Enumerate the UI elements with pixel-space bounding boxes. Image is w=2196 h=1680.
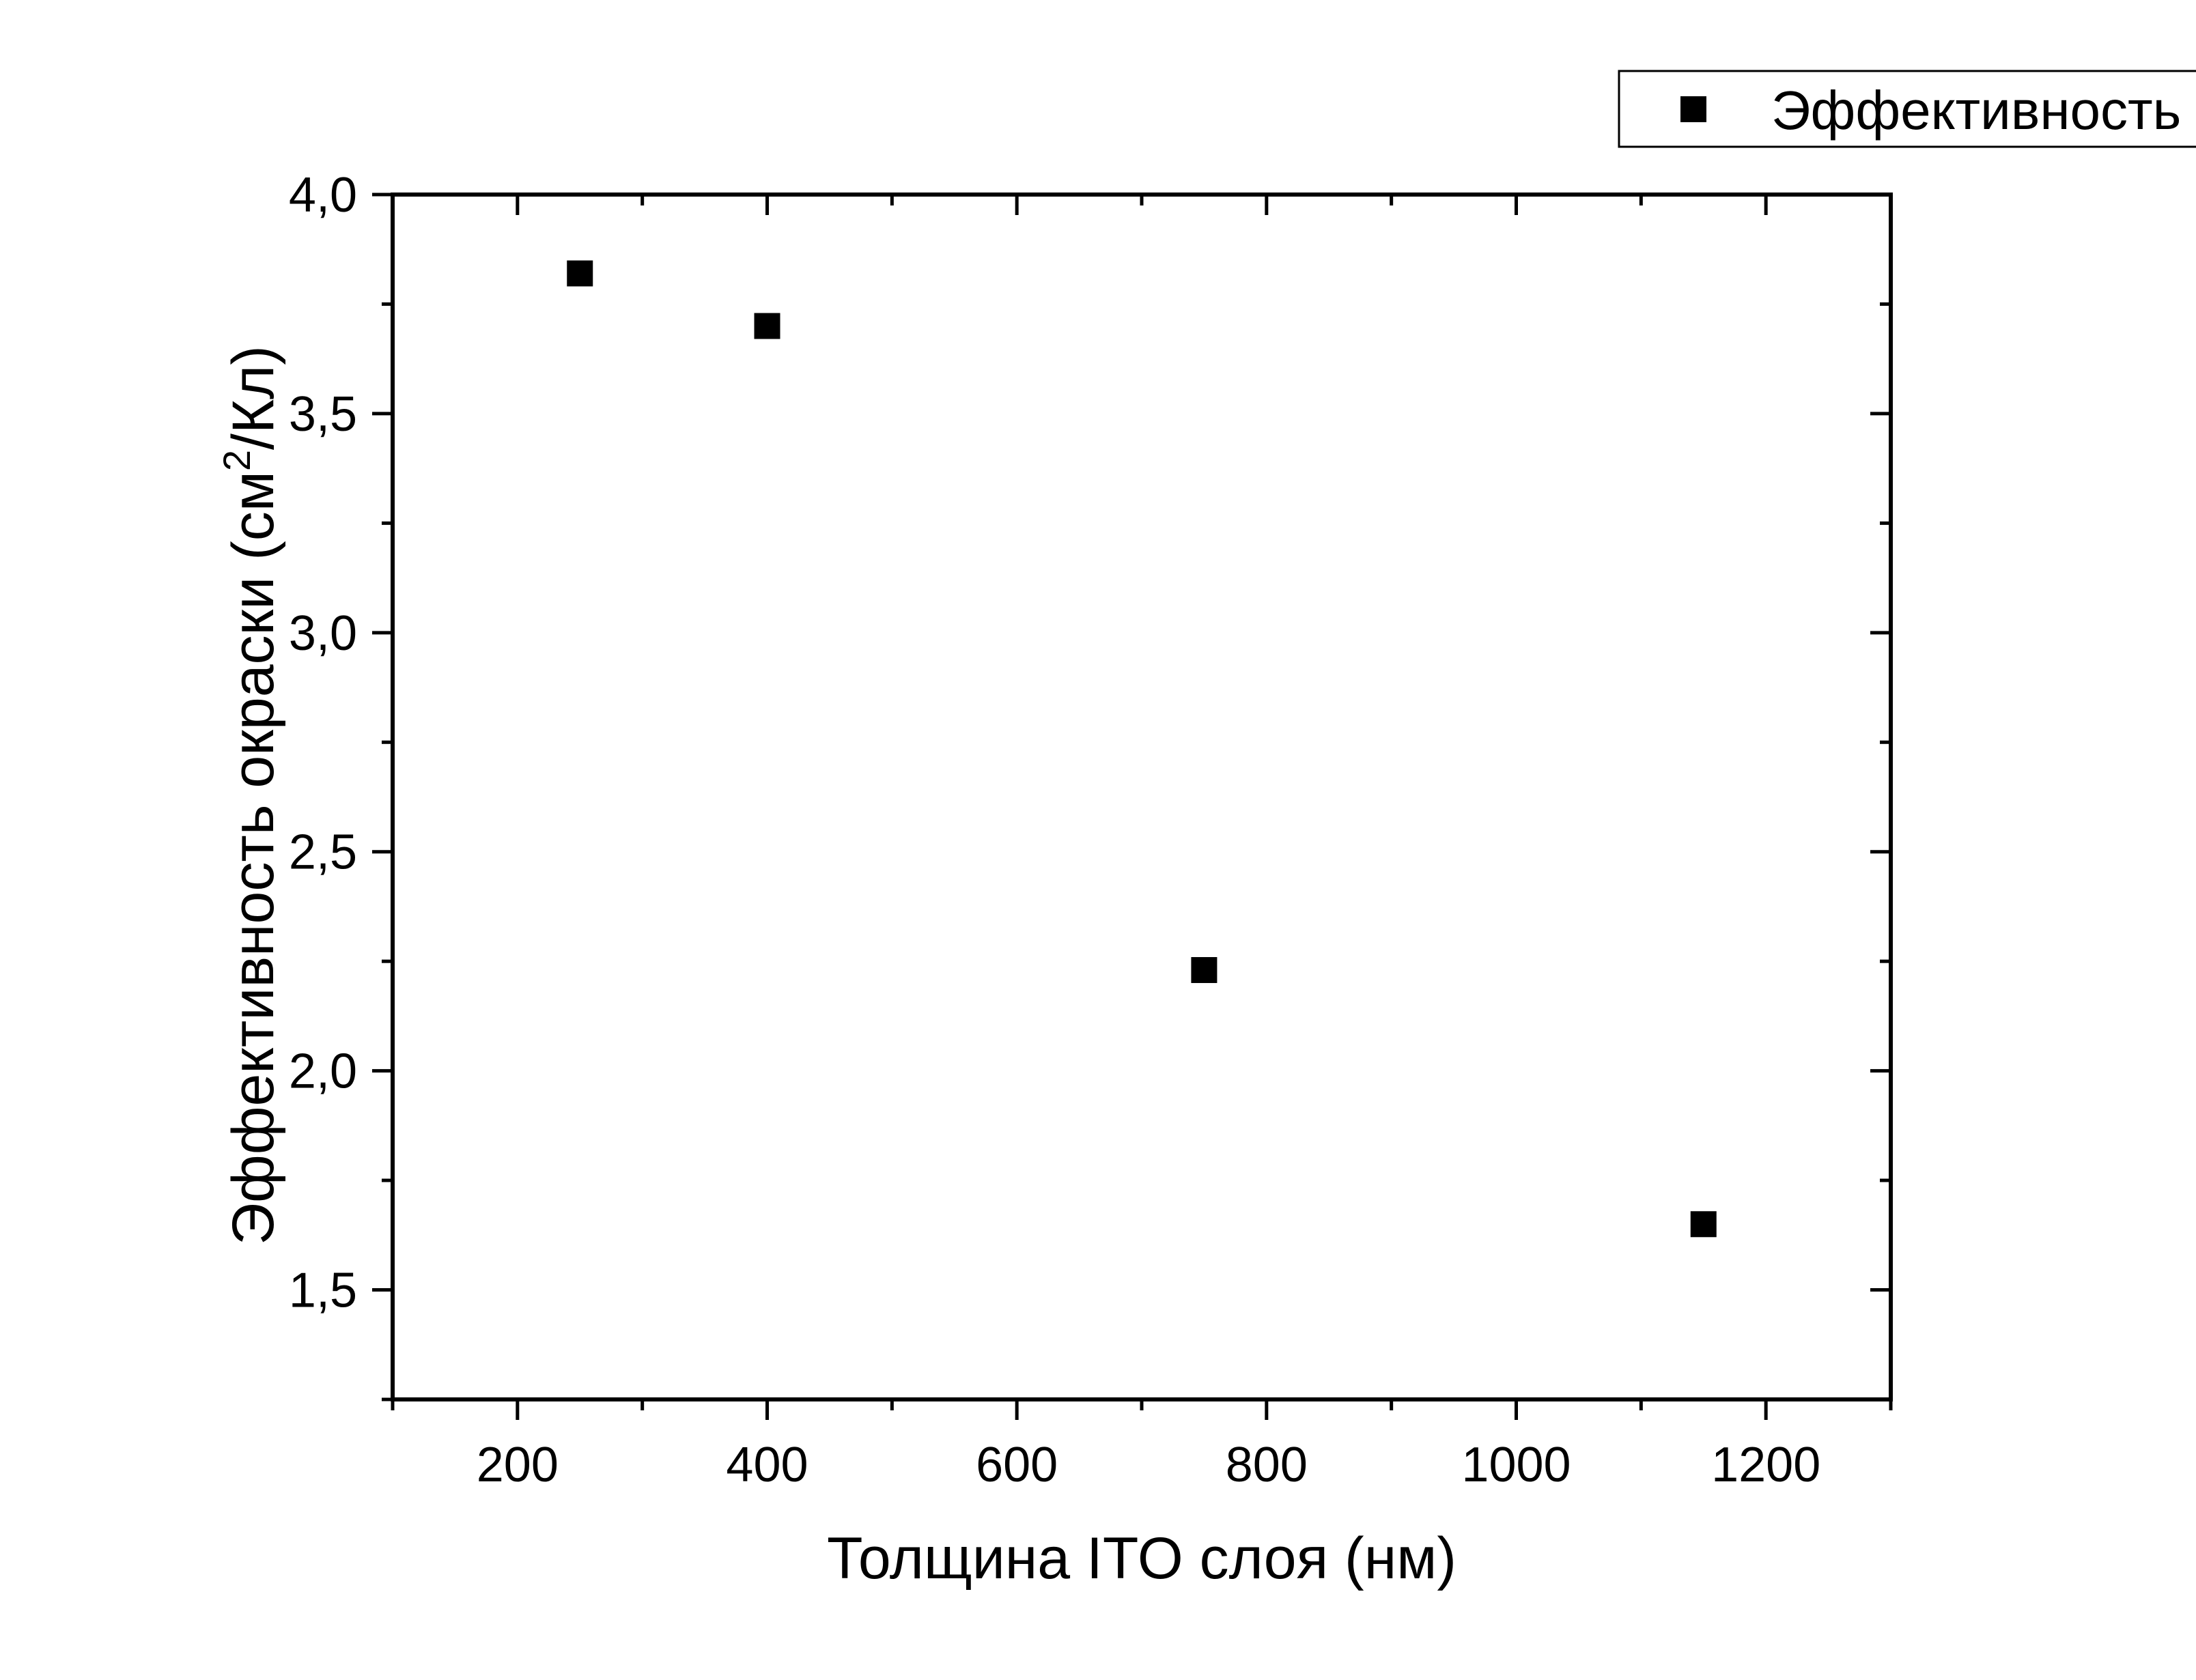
y-tick-label: 3,0: [289, 606, 357, 661]
ticks-layer: [372, 193, 1893, 1420]
y-tick-label: 2,0: [289, 1044, 357, 1099]
x-tick-label: 400: [726, 1438, 808, 1492]
y-axis-title-main: Эффективность окраски (см: [221, 471, 286, 1245]
y-tick-label: 2,5: [289, 825, 357, 880]
data-point: [1690, 1211, 1717, 1238]
y-axis-title-superscript: 2: [215, 450, 258, 471]
legend: Эффективность: [1618, 70, 2196, 148]
legend-box: [1618, 70, 2196, 148]
y-tick-label: 3,5: [289, 387, 357, 442]
legend-marker-square: [1680, 96, 1706, 122]
y-tick-label: 4,0: [289, 168, 357, 223]
legend-label: Эффективность: [1771, 80, 2181, 141]
data-point: [754, 313, 780, 339]
x-tick-label: 1000: [1461, 1438, 1571, 1492]
x-tick-label: 600: [976, 1438, 1058, 1492]
tick-labels-layer: 200 400 600 800 1000 1200 1,5 2,0 2,5 3,0 3,5 4,0: [289, 168, 1820, 1492]
y-axis-title-tail: /Кл): [221, 345, 286, 450]
data-point: [567, 260, 593, 287]
x-axis-title: Толщина ITO слоя (нм): [827, 1526, 1456, 1591]
y-tick-label: 1,5: [289, 1264, 357, 1318]
x-tick-label: 800: [1226, 1438, 1308, 1492]
x-tick-label: 1200: [1711, 1438, 1820, 1492]
data-point: [1191, 957, 1217, 984]
data-points: [567, 260, 1717, 1238]
x-tick-label: 200: [477, 1438, 559, 1492]
y-axis-title: Эффективность окраски (см2/Кл): [215, 345, 286, 1245]
